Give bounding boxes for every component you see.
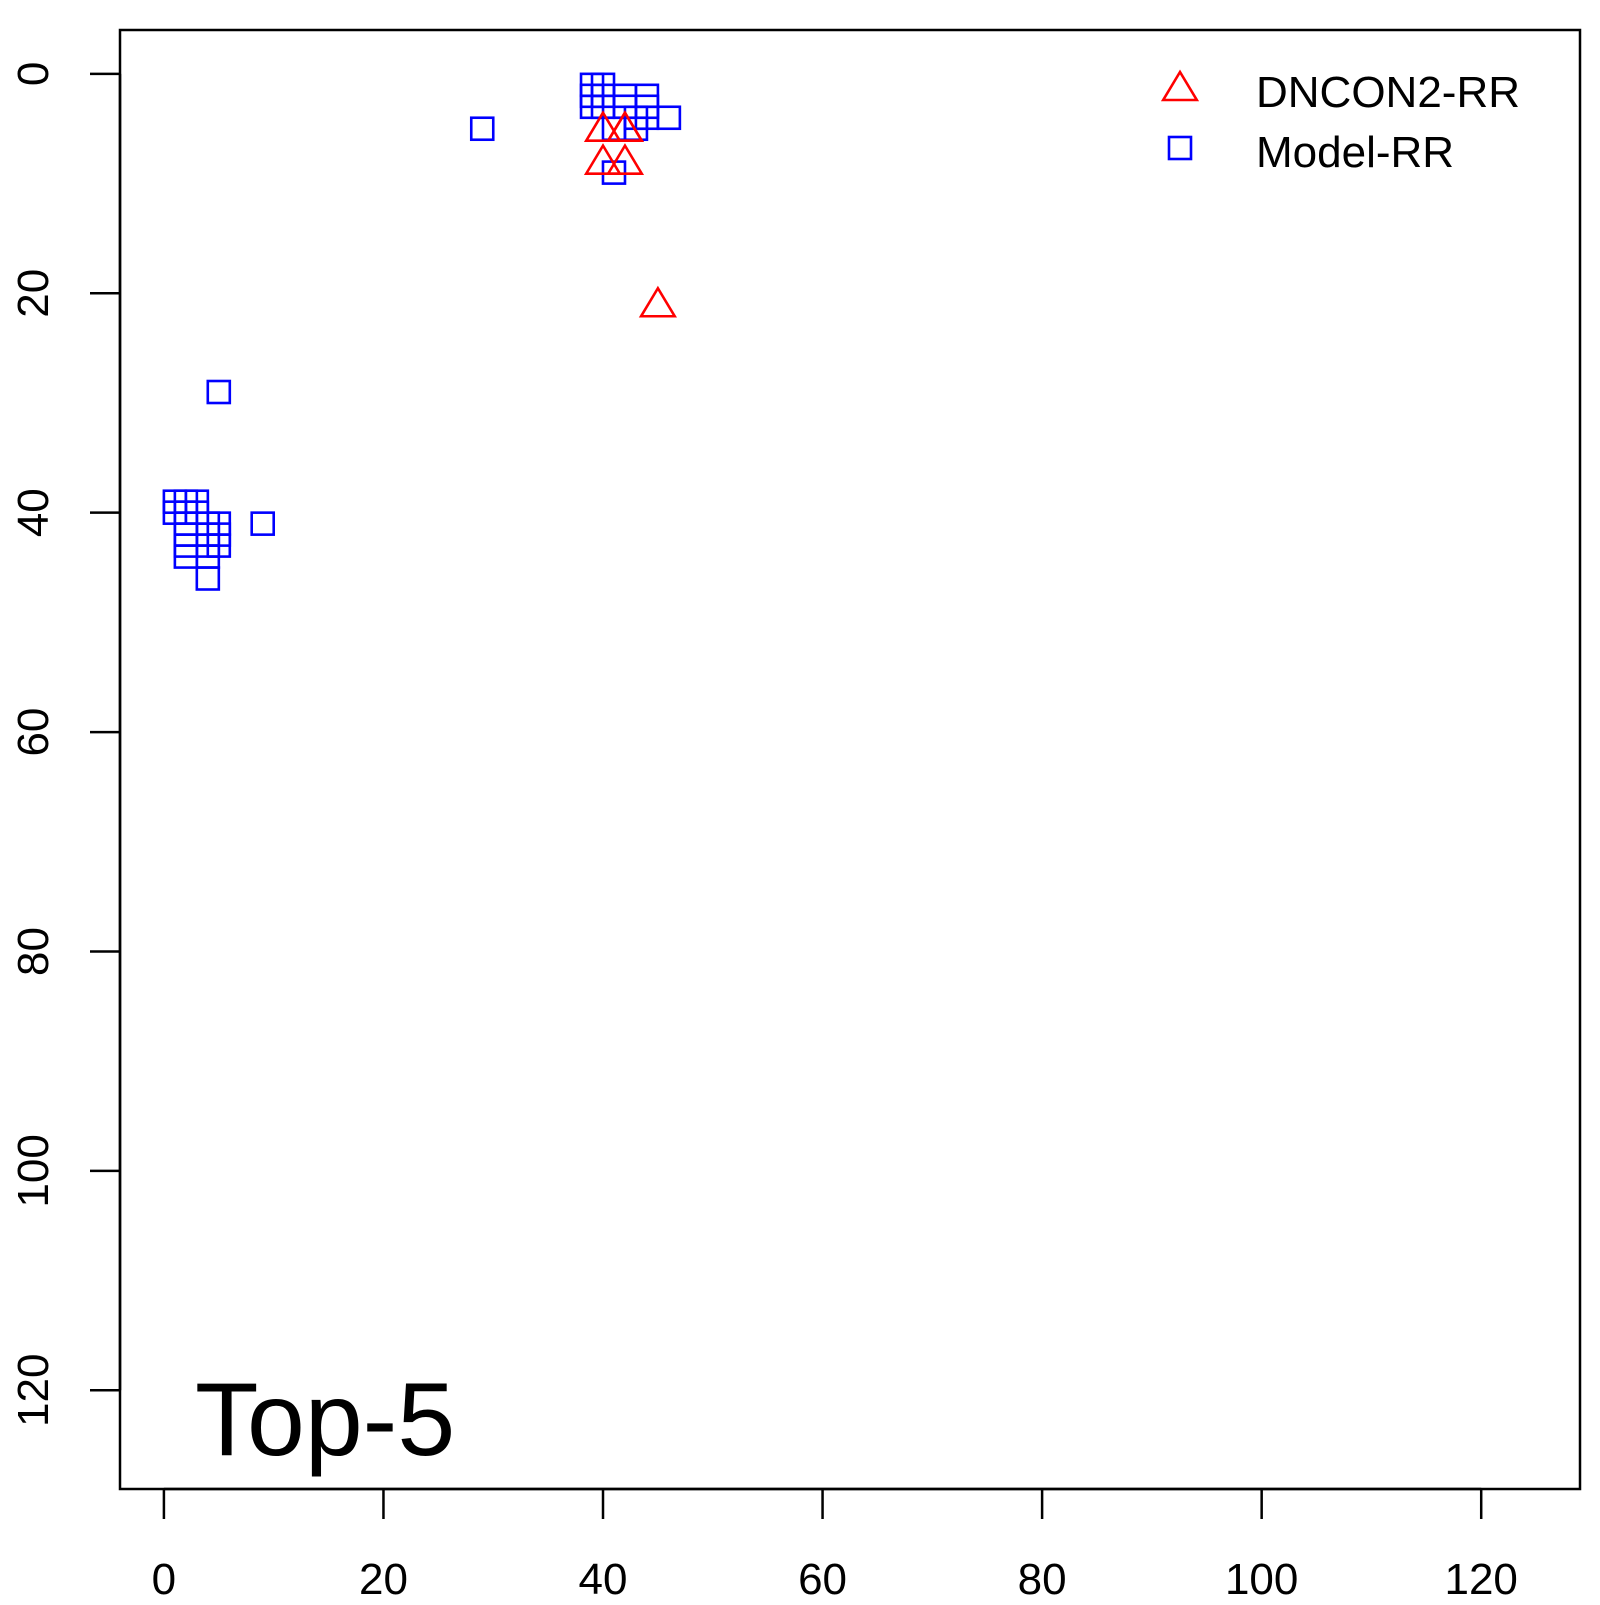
- y-tick-label: 120: [9, 1354, 58, 1427]
- x-tick-label: 120: [1444, 1555, 1517, 1600]
- point-dncon2-rr: [583, 143, 623, 175]
- y-axis: 0 20 40 60 80 100 120: [9, 62, 122, 1427]
- point-model-rr: [206, 379, 232, 405]
- y-tick-label: 100: [9, 1134, 58, 1207]
- x-tick-label: 40: [579, 1555, 628, 1600]
- point-dncon2-rr: [583, 110, 623, 143]
- legend-symbol-square: [1167, 135, 1193, 161]
- y-tick-label: 0: [9, 62, 58, 86]
- legend: DNCON2-RR Model-RR: [1160, 68, 1520, 177]
- point-dncon2-rr: [638, 285, 677, 318]
- y-tick-label: 40: [9, 488, 58, 537]
- legend-symbol-triangle: [1160, 69, 1200, 102]
- point-dncon2-rr: [605, 143, 645, 175]
- point-model-rr: [469, 116, 495, 142]
- point-model-rr: [195, 566, 221, 591]
- point-model-rr: [656, 105, 682, 131]
- x-tick-label: 20: [359, 1555, 408, 1600]
- legend-item-dncon2-rr: DNCON2-RR: [1160, 68, 1520, 117]
- plot-frame: [118, 28, 1582, 1491]
- legend-label-dncon2-rr: DNCON2-RR: [1256, 68, 1520, 117]
- x-tick-label: 0: [152, 1555, 176, 1600]
- legend-item-model-rr: Model-RR: [1167, 128, 1454, 177]
- x-tick-label: 80: [1018, 1555, 1067, 1600]
- y-tick-label: 80: [9, 927, 58, 976]
- x-tick-label: 60: [798, 1555, 847, 1600]
- x-tick-label: 100: [1225, 1555, 1298, 1600]
- point-dncon2-rr: [605, 110, 645, 143]
- x-axis: 0 20 40 60 80 100 120: [152, 1487, 1518, 1604]
- point-model-rr: [250, 511, 276, 536]
- legend-label-model-rr: Model-RR: [1256, 128, 1454, 177]
- y-tick-label: 60: [9, 708, 58, 757]
- data-points: [162, 72, 682, 591]
- y-tick-label: 20: [9, 269, 58, 318]
- plot-annotation: Top-5: [195, 1362, 455, 1478]
